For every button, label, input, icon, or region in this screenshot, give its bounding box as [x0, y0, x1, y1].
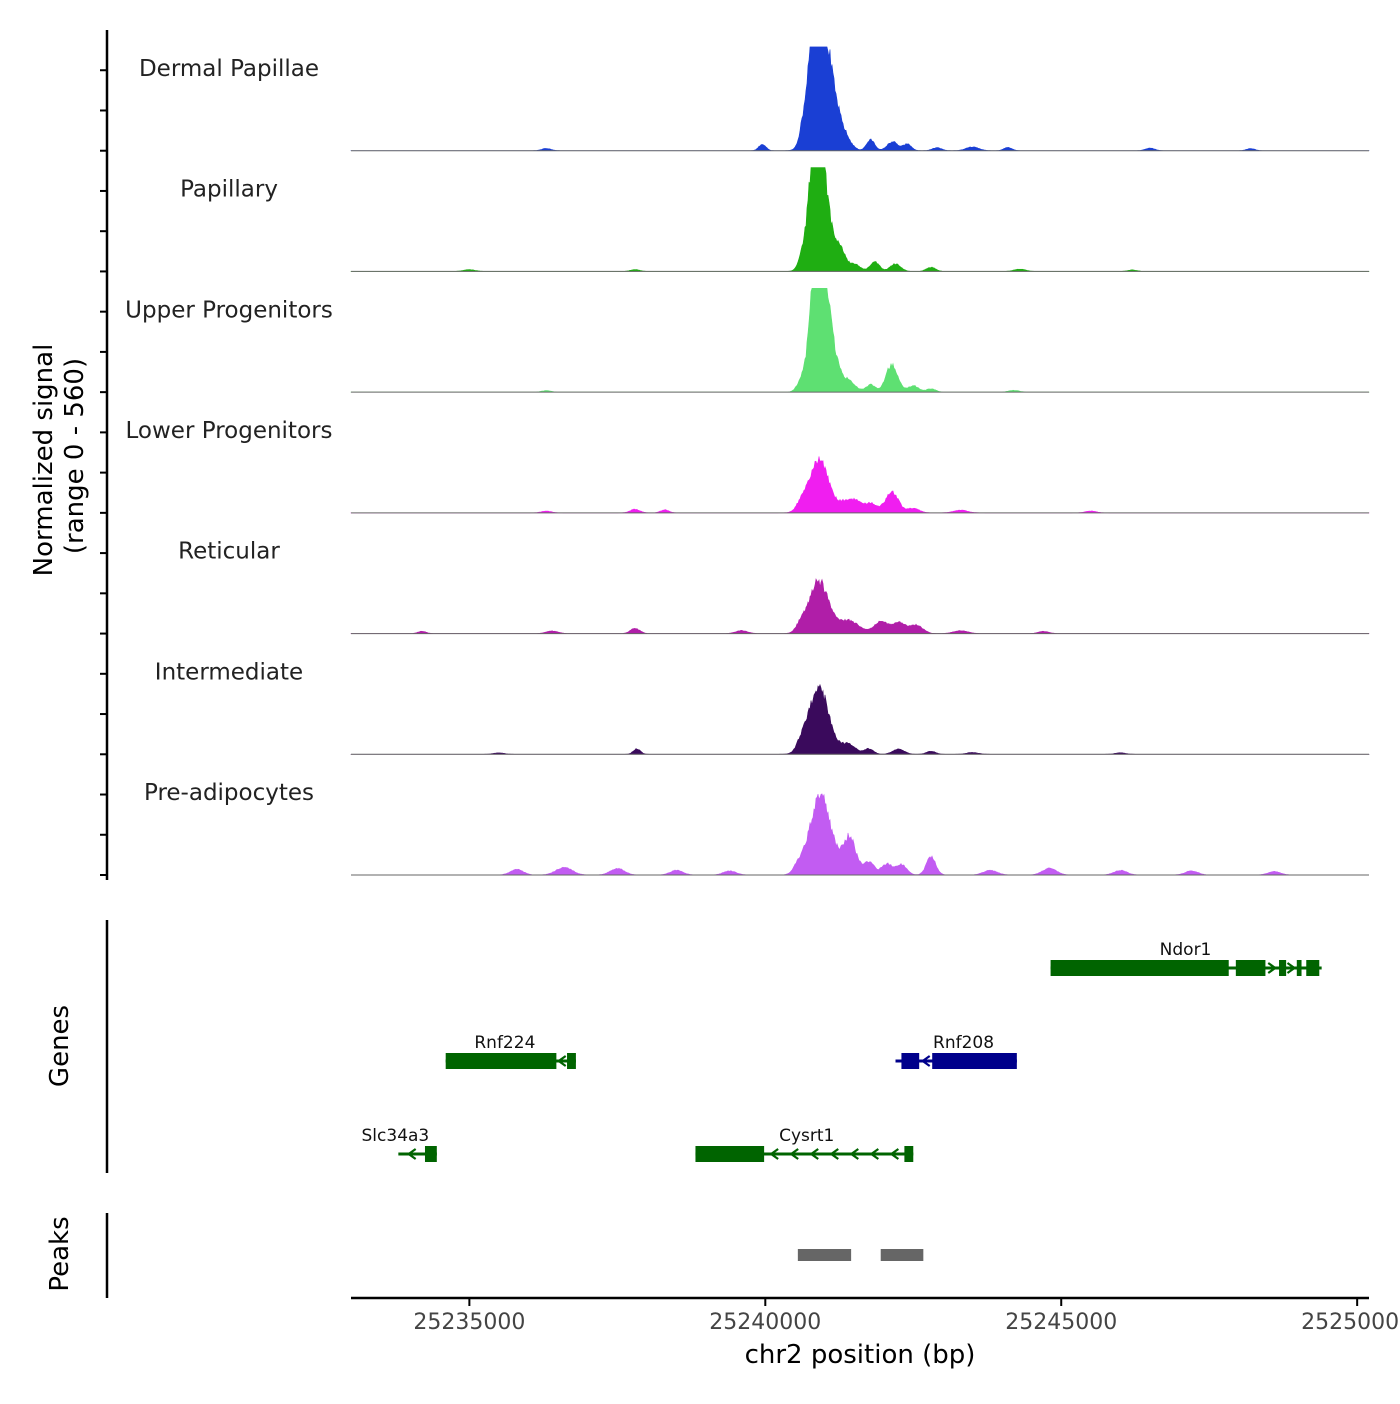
gene-label: Cysrt1 [779, 1126, 834, 1146]
gene-exon [904, 1146, 914, 1162]
strand-arrow [829, 1148, 839, 1160]
signal-area [350, 287, 1370, 393]
x-tick-label: 25245000 [1005, 1310, 1117, 1335]
track-papillary: Papillary [180, 167, 1370, 272]
signal-area [350, 683, 1370, 755]
gene-exon [1235, 960, 1266, 976]
gene-label: Rnf224 [474, 1033, 535, 1053]
strand-arrow [406, 1148, 417, 1160]
x-tick-label: 25235000 [413, 1310, 525, 1335]
gene-slc34a3: Slc34a3 [362, 1126, 437, 1162]
y-axis-title-line2: (range 0 - 560) [60, 358, 90, 554]
x-axis-ticks: 25235000 25240000 25245000 25250000 [413, 1298, 1400, 1335]
strand-arrow [920, 1055, 931, 1067]
signal-area [350, 46, 1370, 152]
signal-y-axis-ticks [100, 69, 107, 876]
strand-arrow [1286, 962, 1297, 974]
signal-area [350, 578, 1370, 634]
gene-rnf224: Rnf224 [445, 1033, 576, 1069]
track-label: Upper Progenitors [125, 297, 333, 323]
gene-exon [932, 1053, 1017, 1069]
gene-exon [1306, 960, 1320, 976]
track-label: Pre-adipocytes [144, 780, 314, 806]
gene-exon [1296, 960, 1302, 976]
gene-cysrt1: Cysrt1 [695, 1126, 914, 1162]
strand-arrow [556, 1055, 567, 1067]
strand-arrow [809, 1148, 819, 1160]
gene-exon [1050, 960, 1229, 976]
y-axis-title: Normalized signal (range 0 - 560) [29, 344, 90, 577]
peak-region [880, 1249, 924, 1261]
strand-arrow [1267, 962, 1278, 974]
track-label: Lower Progenitors [126, 418, 333, 444]
x-tick-label: 25250000 [1301, 1310, 1400, 1335]
gene-exon [424, 1146, 437, 1162]
gene-exon [567, 1053, 576, 1069]
y-axis-title-line1: Normalized signal [29, 344, 59, 577]
strand-arrow [889, 1148, 900, 1160]
gene-exon [695, 1146, 765, 1162]
track-intermediate: Intermediate [155, 659, 1370, 755]
genes-panel-label: Genes [45, 1005, 75, 1087]
track-label: Intermediate [155, 659, 303, 685]
gene-label: Rnf208 [933, 1033, 994, 1053]
strand-arrow [789, 1148, 799, 1160]
signal-area [350, 456, 1370, 514]
peaks-panel-label: Peaks [45, 1216, 75, 1291]
strand-arrow [769, 1148, 779, 1160]
track-label: Papillary [180, 177, 278, 203]
gene-exon [1279, 960, 1287, 976]
strand-arrow [869, 1148, 879, 1160]
x-axis-title: chr2 position (bp) [745, 1340, 976, 1370]
gene-label: Ndor1 [1160, 940, 1212, 960]
gene-exon [445, 1053, 557, 1069]
track-dermal-papillae: Dermal Papillae [139, 46, 1370, 152]
gene-rnf208: Rnf208 [895, 1033, 1017, 1069]
gene-ndor1: Ndor1 [1050, 940, 1322, 976]
track-reticular: Reticular [178, 539, 1370, 635]
track-upper-progenitors: Upper Progenitors [125, 287, 1370, 393]
track-label: Reticular [178, 539, 280, 565]
peak-regions [797, 1249, 924, 1261]
x-tick-label: 25240000 [709, 1310, 821, 1335]
gene-label: Slc34a3 [362, 1126, 430, 1146]
track-pre-adipocytes: Pre-adipocytes [144, 780, 1369, 876]
signal-area [350, 167, 1370, 272]
strand-arrow [849, 1148, 859, 1160]
peak-region [797, 1249, 852, 1261]
signal-tracks: Dermal Papillae Papillary Upper Progenitor… [125, 46, 1370, 876]
gene-annotations: Ndor1 Rnf224 Rnf208 Slc34a3 Cysrt1 [362, 940, 1322, 1162]
track-label: Dermal Papillae [139, 56, 319, 82]
signal-area [351, 793, 1369, 876]
gene-exon [901, 1053, 920, 1069]
track-lower-progenitors: Lower Progenitors [126, 418, 1370, 514]
